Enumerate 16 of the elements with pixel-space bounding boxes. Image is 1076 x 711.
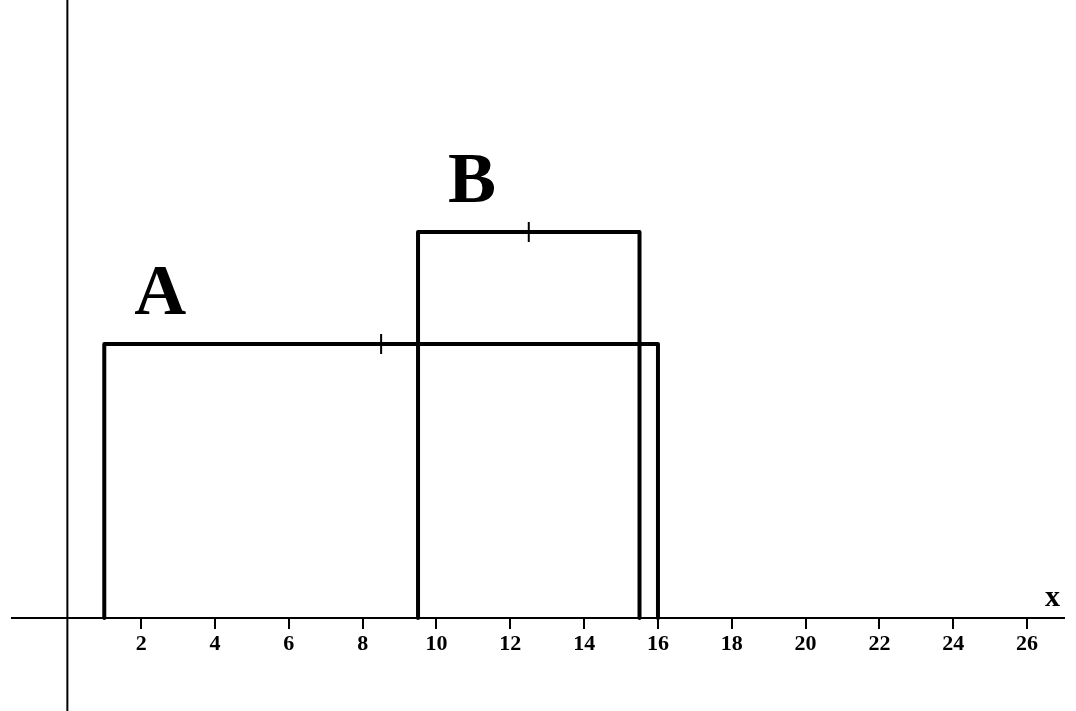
- x-tick-label: 8: [357, 629, 369, 655]
- x-tick-label: 26: [1016, 629, 1039, 655]
- x-tick-label: 22: [868, 629, 891, 655]
- x-tick-label: 6: [283, 629, 295, 655]
- x-tick-label: 16: [646, 629, 669, 655]
- x-tick-label: 20: [794, 629, 817, 655]
- x-tick-label: 18: [720, 629, 743, 655]
- x-tick-label: 4: [209, 629, 221, 655]
- x-tick-label: 2: [135, 629, 147, 655]
- x-tick-label: 12: [499, 629, 522, 655]
- x-tick-label: 24: [942, 629, 965, 655]
- x-axis-title: x: [1045, 578, 1060, 612]
- series-label: B: [448, 137, 497, 218]
- series-label: A: [134, 249, 187, 330]
- x-tick-label: 10: [425, 629, 448, 655]
- x-tick-label: 14: [573, 629, 596, 655]
